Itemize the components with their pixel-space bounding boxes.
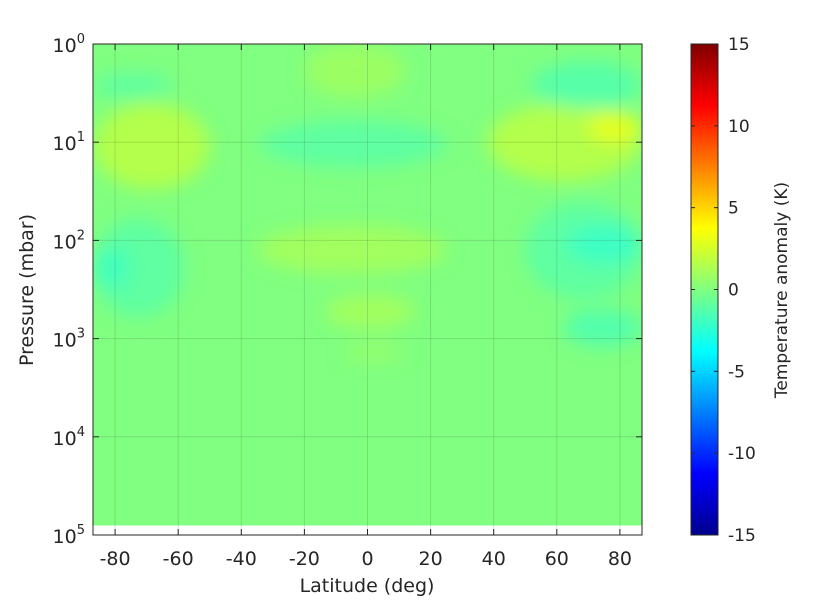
anomaly-region [304,44,406,98]
anomaly-region [326,293,415,330]
y-axis-ticks: 100 101 102 103 104 105 [53,32,642,548]
y-tick-label: 101 [53,130,85,155]
colorbar-tick-label: -15 [728,526,756,546]
x-tick-label: -80 [100,548,131,570]
y-tick-label: 103 [53,327,85,352]
colorbar-label: Temperature anomaly (K) [772,182,792,399]
y-tick-label: 102 [53,228,85,253]
anomaly-region [93,73,172,98]
heatmap-layer [93,44,642,526]
x-tick-label: 20 [419,548,443,570]
y-tick-label: 104 [53,425,85,450]
colorbar-bar [690,43,719,536]
x-tick-label: 60 [545,548,569,570]
colorbar-tick-label: 15 [728,35,750,55]
colorbar-tick-label: -10 [728,444,756,464]
colorbar-tick-label: 0 [728,281,739,301]
anomaly-region [93,248,131,288]
x-axis-ticks: -80 -60 -40 -20 0 20 40 60 80 [100,44,632,570]
anomaly-region [257,225,447,275]
x-tick-label: -60 [163,548,194,570]
anomaly-region [588,112,642,143]
y-tick-label: 105 [53,523,85,548]
y-tick-label: 100 [53,32,85,57]
anomaly-region [260,120,447,168]
anomaly-region [531,61,642,109]
colorbar-tick-label: 5 [728,199,739,219]
colorbar: 15 10 5 0 -5 -10 -15 Temperature anomaly (K) [690,35,792,546]
colorbar-tick-label: -5 [728,362,745,382]
x-axis-label: Latitude (deg) [300,575,435,597]
anomaly-region [566,225,642,264]
x-tick-label: 0 [361,548,373,570]
anomaly-region [342,346,406,359]
x-tick-label: 80 [608,548,632,570]
x-tick-label: 40 [482,548,506,570]
x-tick-label: -40 [226,548,257,570]
colorbar-ticks: 15 10 5 0 -5 -10 -15 [691,35,756,546]
anomaly-regions [93,44,642,359]
colorbar-tick-label: 10 [728,117,750,137]
plot-area: -80 -60 -40 -20 0 20 40 60 80 100 101 102 103 104 105 [53,32,643,570]
anomaly-region [93,218,185,317]
anomaly-region [93,103,210,190]
x-tick-label: -20 [289,548,320,570]
anomaly-region [563,309,642,347]
y-axis-label: Pressure (mbar) [16,214,38,366]
